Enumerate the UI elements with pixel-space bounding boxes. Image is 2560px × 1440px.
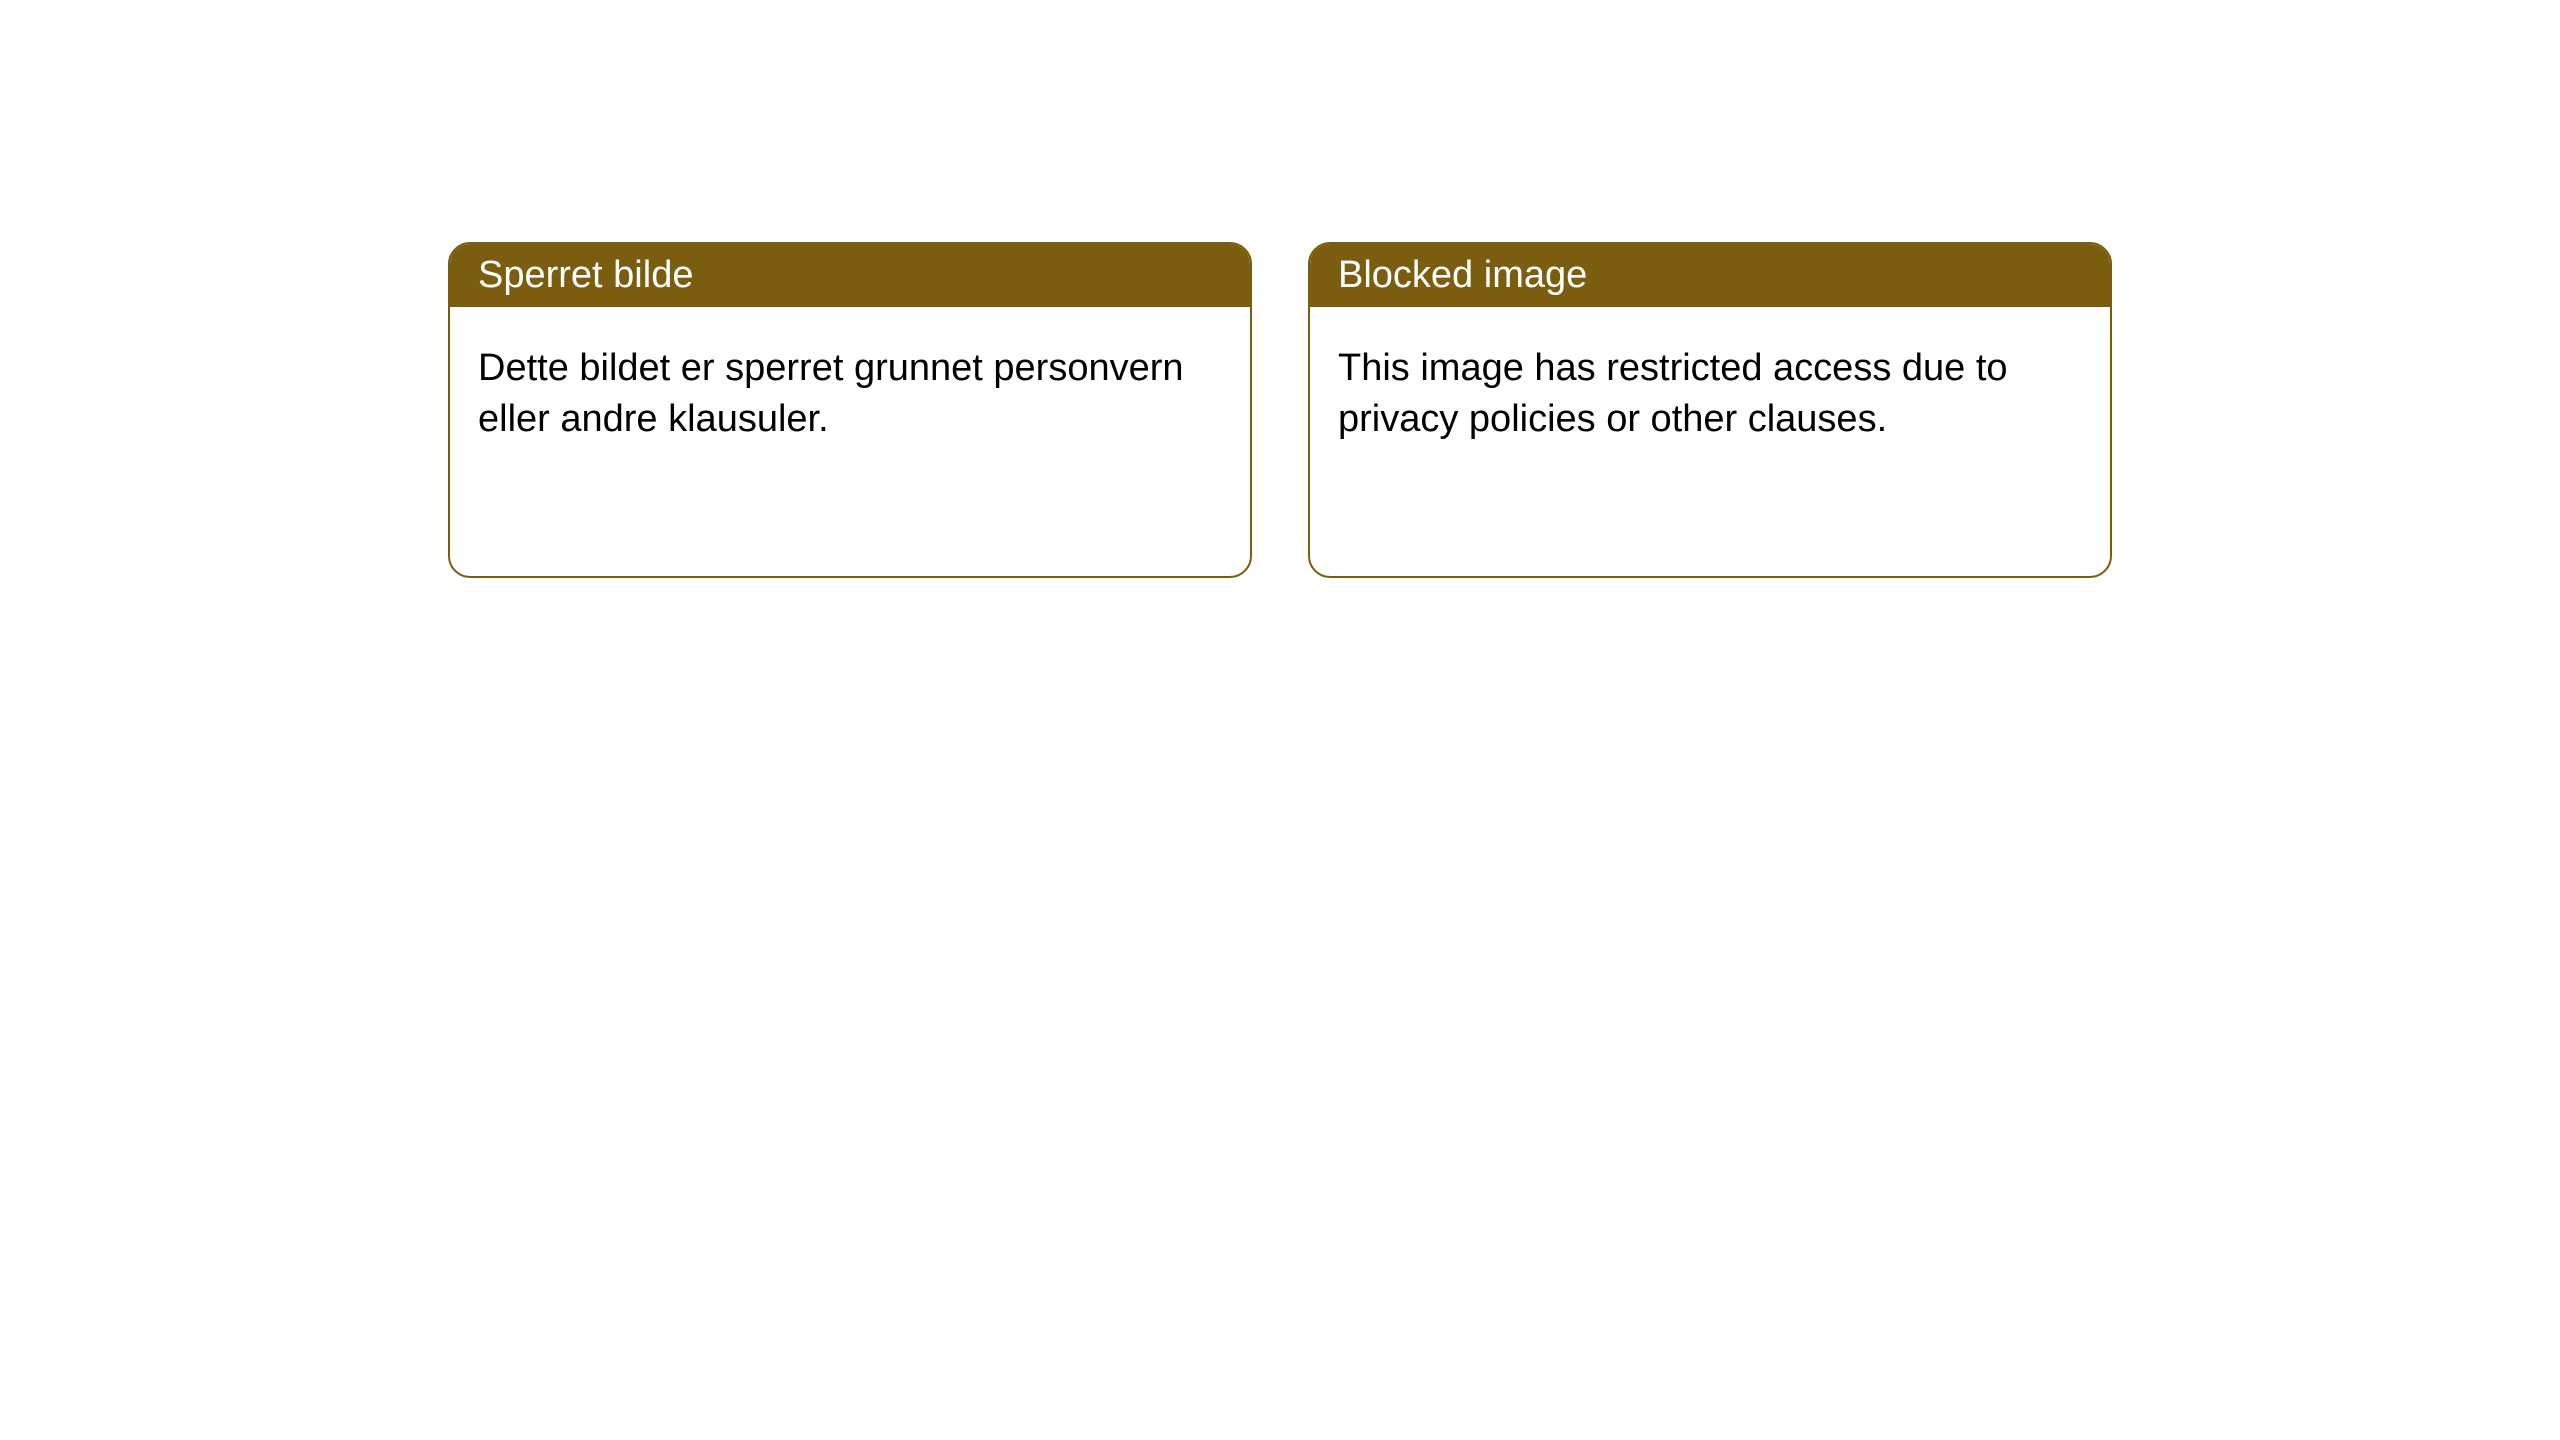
- notice-card-header: Sperret bilde: [450, 244, 1250, 307]
- notice-title: Sperret bilde: [478, 254, 693, 296]
- notice-card-norwegian: Sperret bilde Dette bildet er sperret gr…: [448, 242, 1252, 578]
- notice-card-body: Dette bildet er sperret grunnet personve…: [450, 307, 1250, 482]
- notice-card-english: Blocked image This image has restricted …: [1308, 242, 2112, 578]
- notice-cards-container: Sperret bilde Dette bildet er sperret gr…: [0, 0, 2560, 578]
- notice-card-body: This image has restricted access due to …: [1310, 307, 2110, 482]
- notice-title: Blocked image: [1338, 254, 1587, 296]
- notice-body-text: Dette bildet er sperret grunnet personve…: [478, 347, 1184, 440]
- notice-body-text: This image has restricted access due to …: [1338, 347, 2008, 440]
- notice-card-header: Blocked image: [1310, 244, 2110, 307]
